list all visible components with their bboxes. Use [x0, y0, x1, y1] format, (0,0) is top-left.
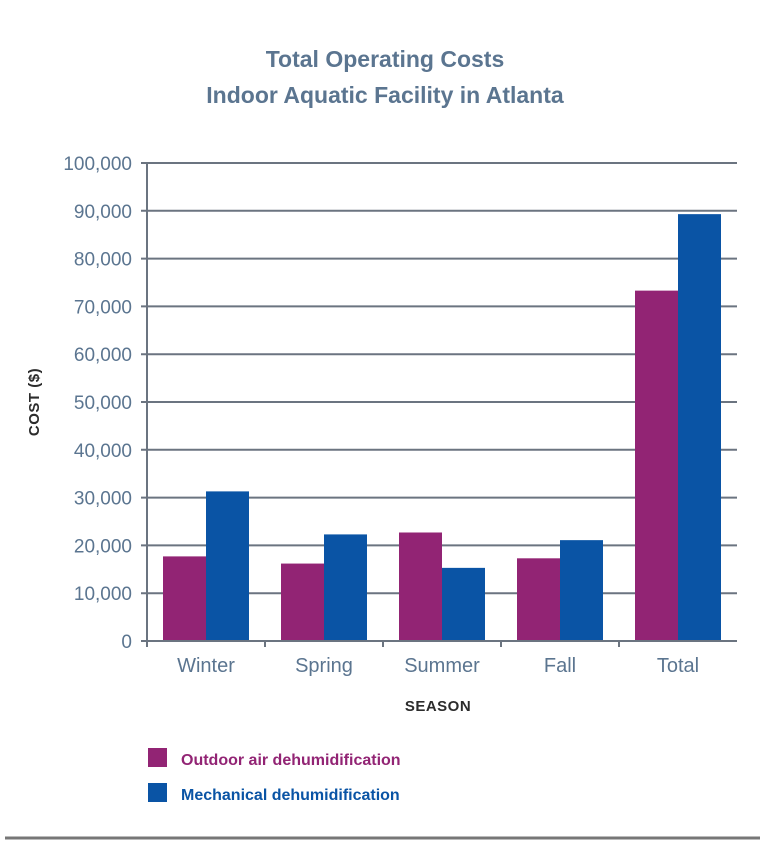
- bar-outdoor-summer: [399, 532, 442, 641]
- bar-mechanical-fall: [560, 540, 603, 641]
- y-tick-label: 0: [121, 632, 132, 653]
- chart-subtitle: Indoor Aquatic Facility in Atlanta: [206, 82, 564, 108]
- y-tick-label: 10,000: [74, 584, 132, 605]
- y-tick-label: 70,000: [74, 297, 132, 318]
- y-tick-label: 100,000: [63, 154, 132, 175]
- bars: [163, 214, 721, 641]
- y-tick-label: 60,000: [74, 345, 132, 366]
- bar-outdoor-spring: [281, 563, 324, 641]
- legend-label-outdoor: Outdoor air dehumidification: [181, 752, 401, 769]
- x-tick-label: Fall: [544, 655, 576, 677]
- x-tick-label: Spring: [295, 655, 353, 677]
- chart-title: Total Operating Costs: [266, 46, 505, 72]
- x-tick-label: Total: [657, 655, 699, 677]
- y-tick-label: 40,000: [74, 441, 132, 462]
- legend-swatch-mechanical: [148, 783, 167, 802]
- x-tick-label: Summer: [404, 655, 480, 677]
- x-tick-labels: Winter Spring Summer Fall Total: [146, 641, 699, 677]
- bar-mechanical-winter: [206, 491, 249, 641]
- bar-mechanical-spring: [324, 534, 367, 641]
- y-axis-title: COST ($): [26, 368, 43, 436]
- legend-swatch-outdoor: [148, 748, 167, 767]
- bar-outdoor-fall: [517, 558, 560, 641]
- legend-label-mechanical: Mechanical dehumidification: [181, 787, 400, 804]
- x-tick-label: Winter: [177, 655, 235, 677]
- legend: Outdoor air dehumidification Mechanical …: [148, 748, 401, 804]
- y-tick-label: 20,000: [74, 536, 132, 557]
- y-tick-label: 80,000: [74, 250, 132, 271]
- y-tick-label: 30,000: [74, 489, 132, 510]
- bar-mechanical-total: [678, 214, 721, 641]
- x-axis-title: SEASON: [405, 698, 471, 715]
- bar-mechanical-summer: [442, 567, 485, 641]
- y-tick-label: 90,000: [74, 202, 132, 223]
- y-tick-labels: 0 10,000 20,000 30,000 40,000 50,000 60,000 70,…: [63, 154, 132, 653]
- bar-outdoor-winter: [163, 556, 206, 641]
- y-tick-label: 50,000: [74, 393, 132, 414]
- bar-outdoor-total: [635, 290, 678, 641]
